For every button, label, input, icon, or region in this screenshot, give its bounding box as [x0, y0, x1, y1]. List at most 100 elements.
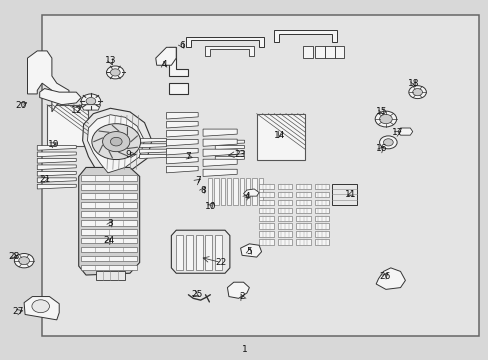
Bar — [215, 234, 222, 270]
Circle shape — [81, 94, 101, 108]
Text: 1: 1 — [241, 345, 247, 354]
Text: 19: 19 — [47, 140, 59, 149]
Bar — [296, 184, 310, 189]
Polygon shape — [81, 247, 137, 252]
Text: 7: 7 — [185, 152, 191, 161]
Bar — [207, 178, 212, 205]
Polygon shape — [140, 149, 166, 153]
Polygon shape — [203, 139, 237, 146]
Polygon shape — [166, 113, 198, 119]
Polygon shape — [203, 169, 237, 176]
Bar — [259, 192, 273, 197]
Polygon shape — [303, 45, 312, 58]
Polygon shape — [168, 47, 188, 76]
Bar — [296, 239, 310, 244]
Polygon shape — [81, 229, 137, 234]
Bar — [314, 184, 329, 189]
Bar — [277, 200, 292, 205]
Text: 12: 12 — [70, 105, 82, 114]
Polygon shape — [37, 171, 76, 176]
Text: 11: 11 — [345, 190, 356, 199]
Polygon shape — [81, 175, 137, 181]
Bar — [233, 178, 237, 205]
Polygon shape — [37, 178, 76, 183]
Bar — [195, 234, 202, 270]
Circle shape — [110, 137, 122, 146]
Bar — [314, 231, 329, 237]
Circle shape — [374, 111, 396, 127]
Polygon shape — [37, 165, 76, 170]
Text: 28: 28 — [9, 252, 20, 261]
Bar — [245, 178, 250, 205]
Bar — [296, 231, 310, 237]
Circle shape — [412, 89, 422, 96]
Polygon shape — [215, 156, 244, 160]
Bar — [277, 184, 292, 189]
Text: 2: 2 — [239, 292, 244, 301]
Polygon shape — [166, 139, 198, 146]
Polygon shape — [203, 159, 237, 166]
Polygon shape — [140, 138, 166, 142]
Bar — [259, 208, 273, 213]
Polygon shape — [166, 157, 198, 164]
Polygon shape — [37, 158, 76, 163]
Polygon shape — [166, 148, 198, 155]
Polygon shape — [273, 30, 336, 42]
Text: 7: 7 — [195, 176, 201, 185]
Bar — [277, 231, 292, 237]
Polygon shape — [243, 189, 259, 196]
Text: 13: 13 — [104, 56, 116, 65]
Polygon shape — [81, 193, 137, 199]
Bar — [277, 192, 292, 197]
Polygon shape — [397, 128, 412, 135]
Bar — [259, 216, 273, 221]
Bar — [42, 15, 478, 336]
Polygon shape — [81, 238, 137, 243]
Polygon shape — [87, 115, 144, 173]
Polygon shape — [203, 149, 237, 156]
Bar — [296, 200, 310, 205]
Bar — [259, 200, 273, 205]
Circle shape — [19, 257, 29, 265]
Text: 8: 8 — [200, 185, 205, 194]
Polygon shape — [81, 202, 137, 208]
Bar — [331, 184, 356, 205]
Circle shape — [408, 86, 426, 99]
Bar — [258, 178, 263, 205]
Bar — [296, 208, 310, 213]
Text: 21: 21 — [39, 175, 50, 184]
Bar — [277, 239, 292, 244]
Polygon shape — [215, 151, 244, 155]
Circle shape — [92, 124, 141, 159]
Polygon shape — [37, 152, 76, 157]
Polygon shape — [315, 45, 325, 58]
Bar — [252, 178, 256, 205]
Polygon shape — [140, 144, 166, 148]
Bar — [314, 192, 329, 197]
Text: 6: 6 — [179, 41, 184, 50]
Bar — [314, 224, 329, 229]
Circle shape — [379, 136, 396, 149]
Text: 15: 15 — [375, 107, 387, 116]
Polygon shape — [27, 51, 69, 112]
Text: 3: 3 — [107, 219, 113, 228]
Bar — [314, 216, 329, 221]
Polygon shape — [81, 256, 137, 261]
Polygon shape — [205, 45, 254, 56]
Bar — [314, 200, 329, 205]
Text: 27: 27 — [12, 307, 23, 316]
Circle shape — [86, 98, 96, 105]
Bar — [239, 178, 244, 205]
Polygon shape — [81, 211, 137, 217]
Polygon shape — [375, 268, 405, 289]
Bar — [296, 216, 310, 221]
Bar — [256, 114, 305, 160]
Polygon shape — [168, 83, 188, 94]
Bar — [296, 224, 310, 229]
Text: 10: 10 — [204, 202, 216, 211]
Bar — [277, 208, 292, 213]
Polygon shape — [215, 145, 244, 149]
Text: 9: 9 — [125, 150, 131, 159]
Polygon shape — [79, 167, 140, 275]
Bar — [259, 224, 273, 229]
